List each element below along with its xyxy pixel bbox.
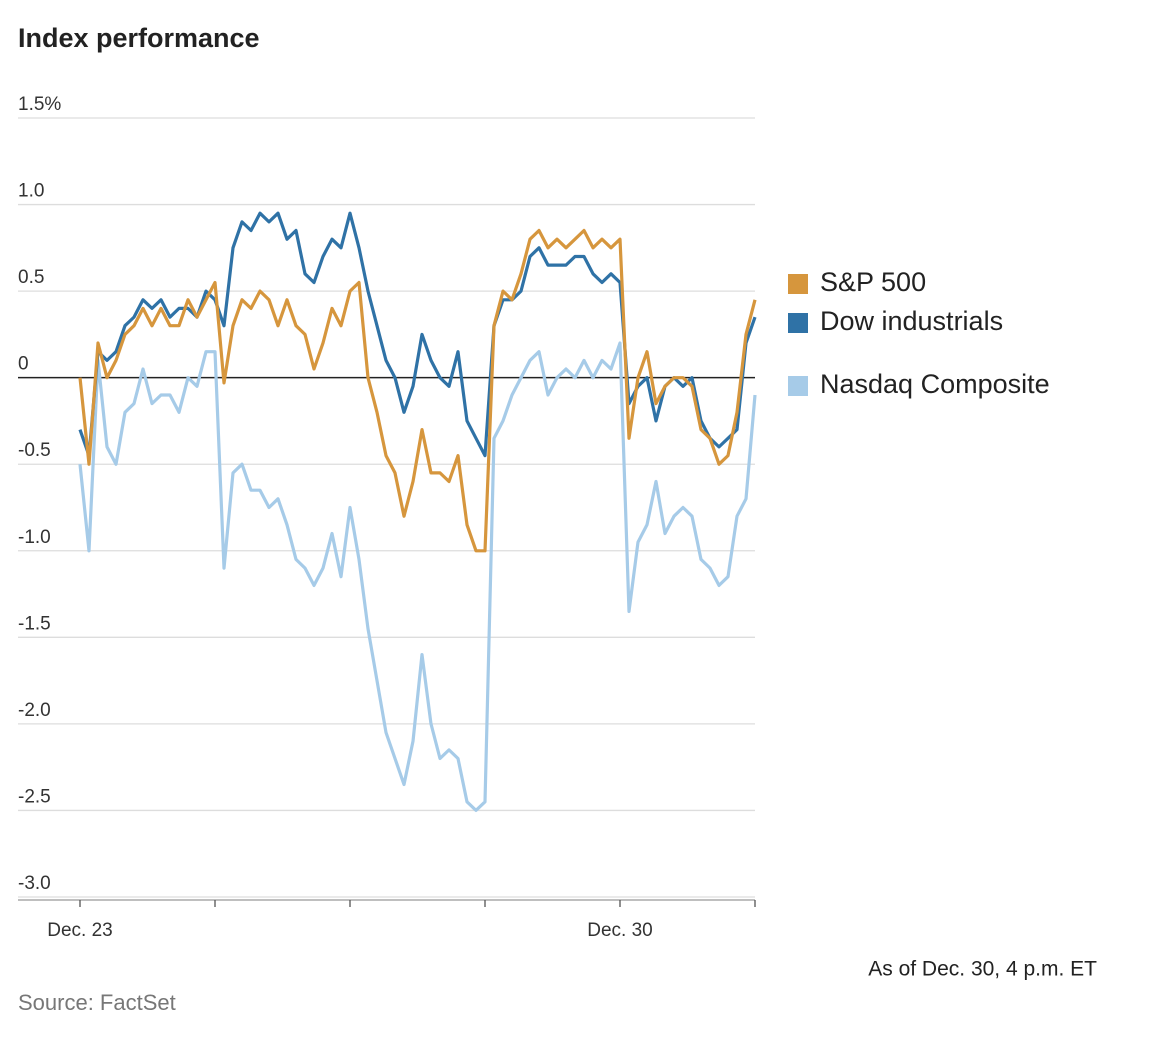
legend-label: S&P 500: [820, 267, 926, 297]
legend-swatch: [788, 274, 808, 294]
y-tick-label: 1.5%: [18, 94, 61, 115]
legend-swatch: [788, 376, 808, 396]
chart-title: Index performance: [18, 23, 260, 53]
y-tick-label: -0.5: [18, 440, 51, 461]
note: As of Dec. 30, 4 p.m. ET: [868, 958, 1097, 981]
y-tick-label: 0: [18, 354, 29, 375]
y-tick-label: -1.0: [18, 527, 51, 548]
legend-swatch: [788, 313, 808, 333]
y-tick-label: -1.5: [18, 613, 51, 634]
y-tick-label: -2.5: [18, 786, 51, 807]
y-tick-label: -2.0: [18, 700, 51, 721]
y-tick-label: 0.5: [18, 267, 44, 288]
source: Source: FactSet: [18, 990, 176, 1015]
y-tick-label: 1.0: [18, 181, 44, 202]
y-tick-label: -3.0: [18, 873, 51, 894]
legend-label: Nasdaq Composite: [820, 369, 1050, 399]
x-tick-label: Dec. 23: [47, 920, 112, 941]
series-line: [78, 211, 757, 458]
series-line: [78, 341, 757, 812]
x-tick-label: Dec. 30: [587, 920, 652, 941]
legend-label: Dow industrials: [820, 306, 1003, 336]
series-line: [78, 228, 757, 553]
